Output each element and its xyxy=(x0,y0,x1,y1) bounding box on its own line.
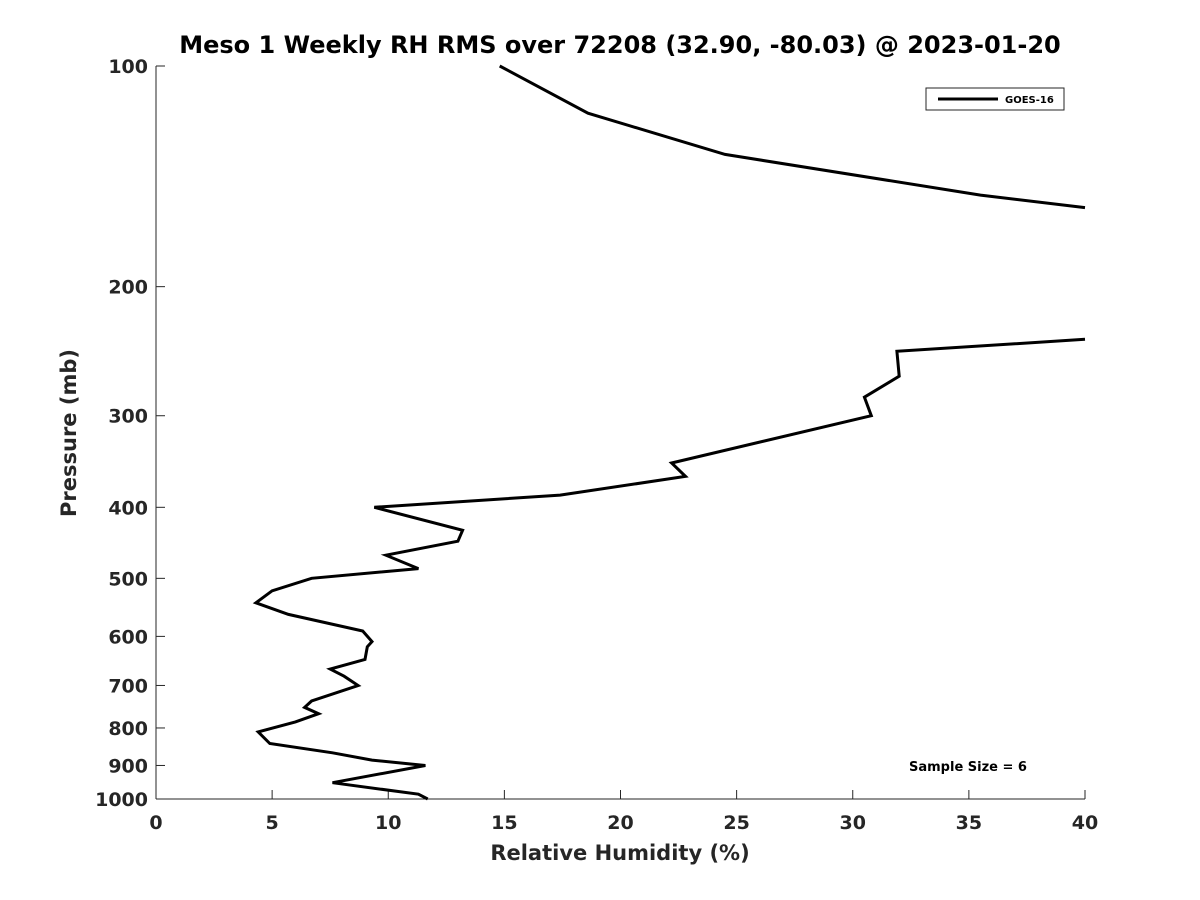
y-tick-label: 600 xyxy=(108,626,148,648)
series-line-goes-16-upper xyxy=(498,64,1086,210)
x-tick-label: 20 xyxy=(607,812,633,834)
x-tick-label: 35 xyxy=(956,812,982,834)
series-layer xyxy=(252,64,1086,801)
x-tick-label: 25 xyxy=(723,812,749,834)
y-axis-label: Pressure (mb) xyxy=(57,349,81,517)
y-tick-label: 800 xyxy=(108,718,148,740)
axes: 0 5 10 15 20 25 30 35 40 100 200 300 400 500 600 700 800… xyxy=(95,56,1098,834)
y-tick-label: 700 xyxy=(108,675,148,697)
y-tick-label: 100 xyxy=(108,56,148,78)
x-tick-label: 0 xyxy=(149,812,162,834)
x-tick-label: 15 xyxy=(491,812,517,834)
y-tick-label: 300 xyxy=(108,406,148,428)
chart-title: Meso 1 Weekly RH RMS over 72208 (32.90, … xyxy=(179,31,1061,59)
sample-size-annotation: Sample Size = 6 xyxy=(909,760,1027,775)
y-tick-label: 400 xyxy=(108,497,148,519)
x-tick-label: 5 xyxy=(266,812,279,834)
series-line-goes-16 xyxy=(252,337,1086,801)
x-axis-label: Relative Humidity (%) xyxy=(490,841,749,865)
y-tick-label: 900 xyxy=(108,755,148,777)
legend-label: GOES-16 xyxy=(1005,95,1054,106)
y-tick-label: 500 xyxy=(108,568,148,590)
legend: GOES-16 xyxy=(925,87,1065,111)
y-tick-label: 200 xyxy=(108,277,148,299)
y-tick-label: 1000 xyxy=(95,789,148,811)
x-tick-label: 10 xyxy=(375,812,401,834)
x-tick-label: 40 xyxy=(1072,812,1098,834)
x-tick-label: 30 xyxy=(840,812,866,834)
